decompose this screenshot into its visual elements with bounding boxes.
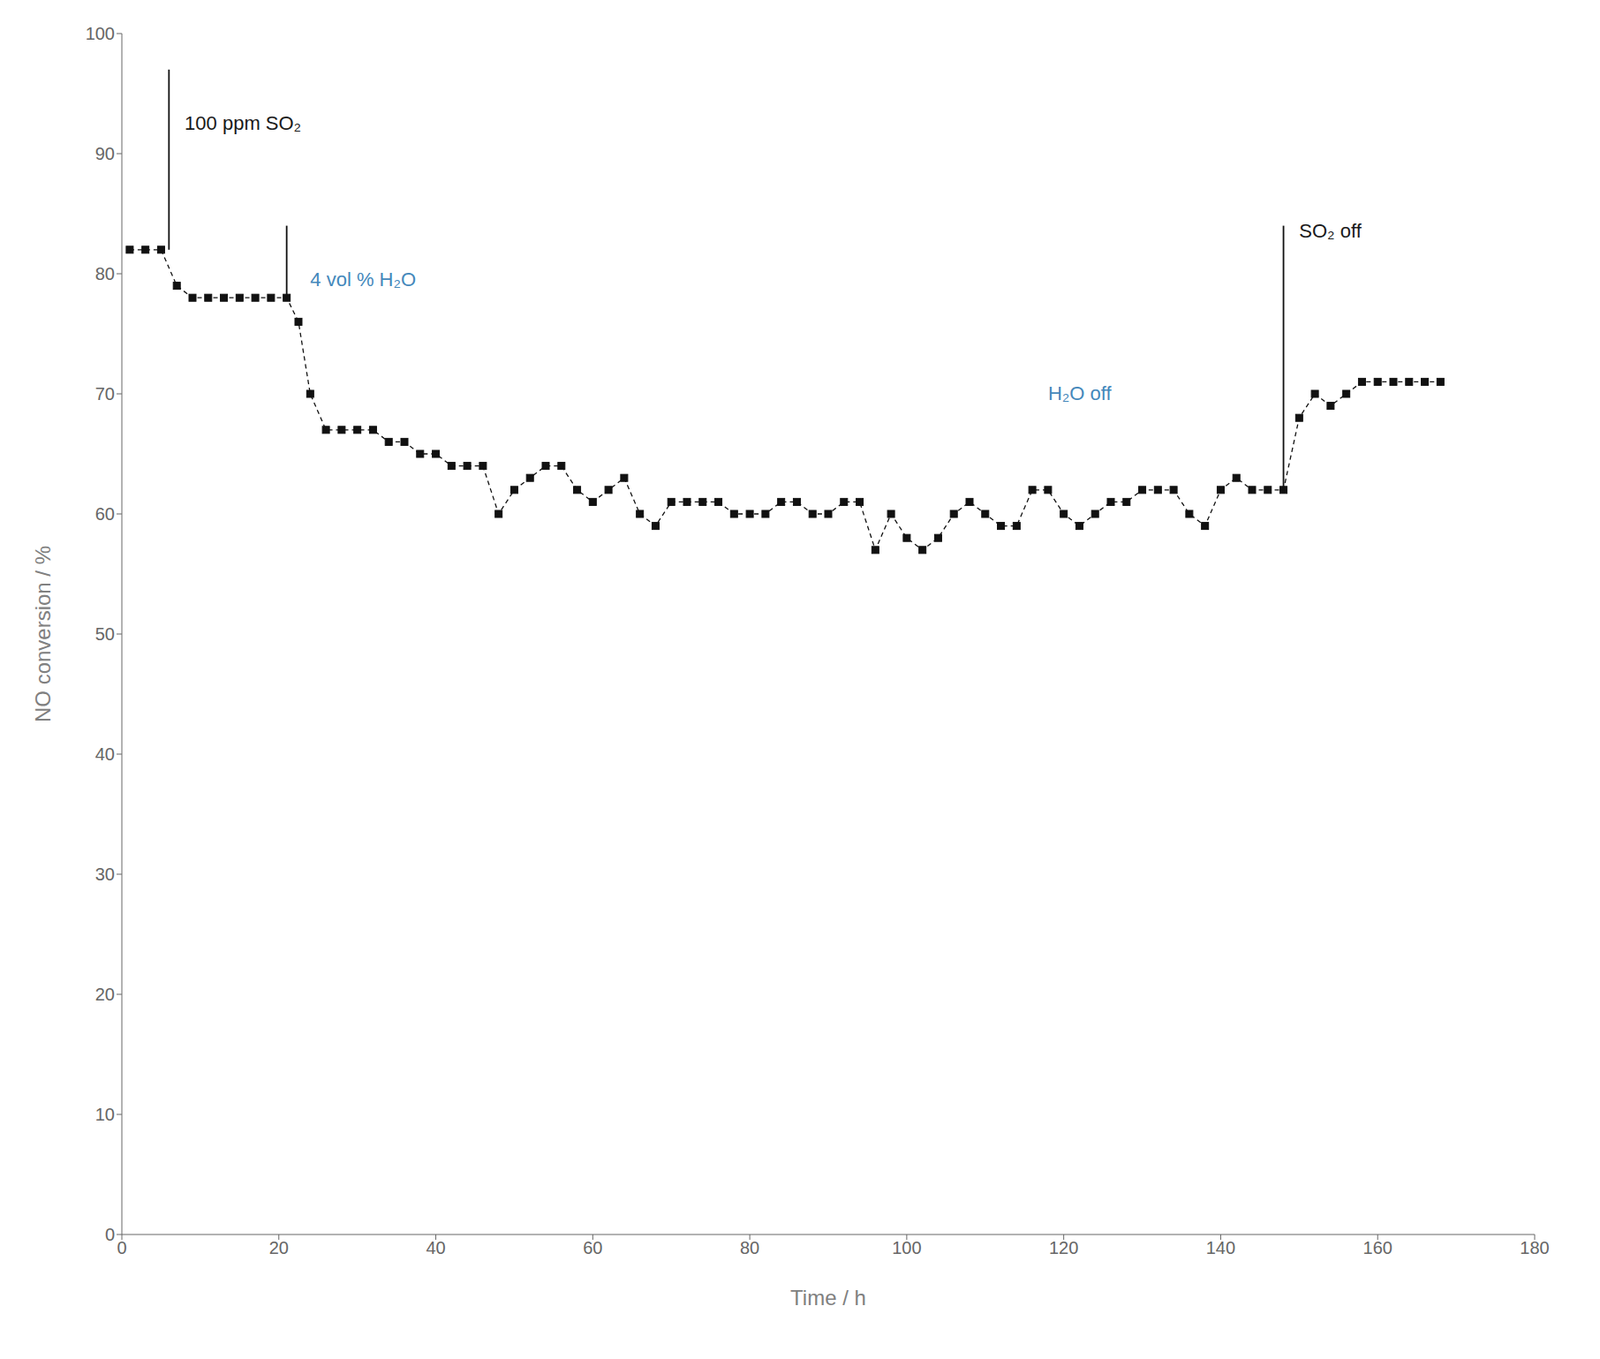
svg-text:180: 180: [1519, 1237, 1549, 1258]
svg-text:90: 90: [95, 143, 115, 164]
svg-text:100: 100: [891, 1237, 921, 1258]
svg-text:30: 30: [95, 864, 115, 884]
svg-text:40: 40: [425, 1237, 446, 1258]
svg-text:0: 0: [105, 1224, 115, 1245]
svg-text:70: 70: [95, 384, 115, 404]
svg-text:4 vol % H₂O: 4 vol % H₂O: [309, 268, 416, 291]
svg-text:50: 50: [95, 624, 115, 644]
svg-text:10: 10: [95, 1104, 115, 1125]
svg-text:Time / h: Time / h: [790, 1285, 867, 1310]
svg-text:80: 80: [739, 1237, 760, 1258]
svg-text:60: 60: [95, 504, 115, 524]
svg-text:100 ppm SO₂: 100 ppm SO₂: [184, 112, 302, 135]
svg-text:NO conversion / %: NO conversion / %: [30, 545, 55, 723]
svg-text:0: 0: [116, 1237, 127, 1258]
svg-text:60: 60: [582, 1237, 603, 1258]
svg-text:20: 20: [95, 984, 115, 1004]
svg-text:SO₂ off: SO₂ off: [1298, 219, 1362, 242]
svg-text:120: 120: [1049, 1237, 1079, 1258]
svg-text:80: 80: [95, 264, 115, 284]
svg-text:H₂O off: H₂O off: [1048, 382, 1113, 405]
svg-text:100: 100: [85, 23, 115, 44]
svg-text:20: 20: [269, 1237, 289, 1258]
svg-text:140: 140: [1206, 1237, 1236, 1258]
svg-text:40: 40: [95, 744, 115, 764]
svg-text:160: 160: [1363, 1237, 1393, 1258]
